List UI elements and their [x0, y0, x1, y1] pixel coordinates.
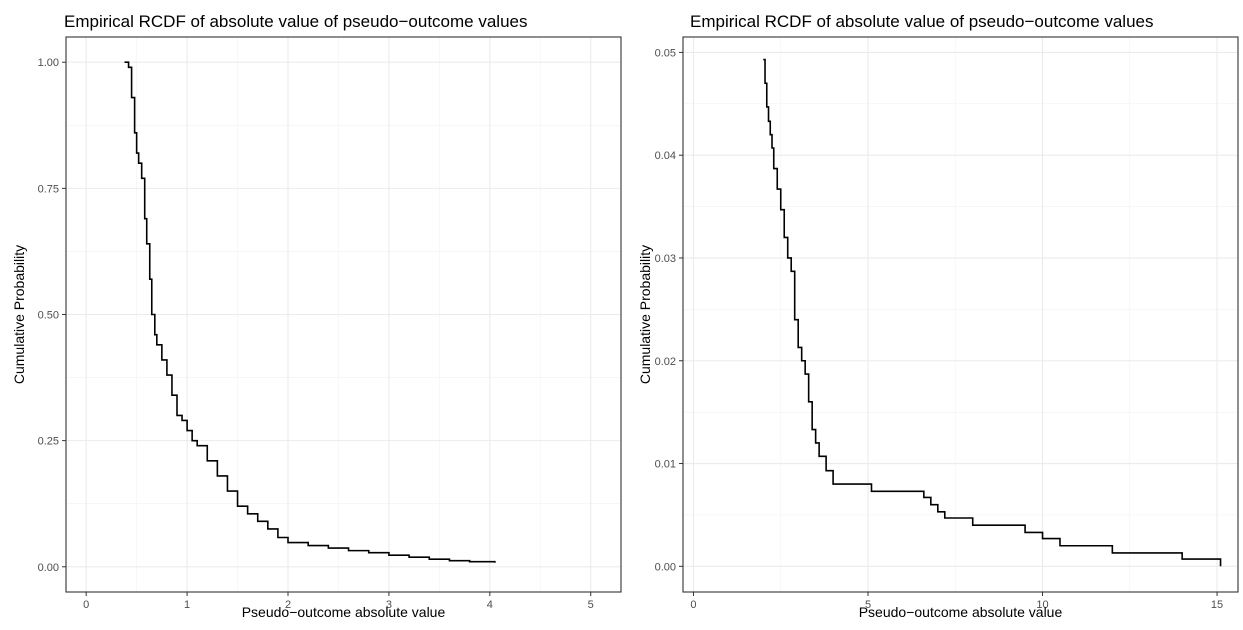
x-tick-label: 10 [1036, 599, 1048, 611]
chart-title: Empirical RCDF of absolute value of pseu… [690, 12, 1154, 31]
x-tick-label: 2 [285, 599, 291, 611]
y-tick-label: 0.00 [38, 562, 59, 574]
x-tick-label: 5 [588, 599, 594, 611]
x-axis-title: Pseudo−outcome absolute value [242, 604, 446, 620]
y-tick-label: 0.03 [655, 253, 676, 265]
plot-border [682, 36, 1239, 593]
x-tick-label: 15 [1211, 599, 1223, 611]
y-tick-label: 1.00 [38, 57, 59, 69]
x-tick-label: 5 [865, 599, 871, 611]
plot-border [65, 36, 622, 593]
rcdf-step-line [124, 61, 496, 563]
x-tick-label: 3 [386, 599, 392, 611]
left-chart-panel: 0 1 2 3 4 5 0.00 0.25 0.50 0.75 1.00 Empirical RCDF… [11, 12, 622, 620]
y-tick-label: 0.50 [38, 310, 59, 322]
x-tick-label: 0 [83, 599, 89, 611]
chart-title: Empirical RCDF of absolute value of pseu… [64, 12, 528, 31]
x-tick-label: 4 [487, 599, 493, 611]
y-tick-label: 0.75 [38, 183, 59, 195]
plot-background [683, 37, 1238, 592]
x-tick-label: 0 [690, 599, 696, 611]
y-axis-title: Cumulative Probability [637, 245, 653, 384]
x-tick-label: 1 [184, 599, 190, 611]
y-tick-label: 0.00 [655, 561, 676, 573]
y-tick-label: 0.25 [38, 436, 59, 448]
y-tick-label: 0.04 [655, 150, 676, 162]
x-axis-title: Pseudo−outcome absolute value [859, 604, 1063, 620]
y-tick-label: 0.01 [655, 459, 676, 471]
y-tick-label: 0.02 [655, 356, 676, 368]
rcdf-step-line [763, 58, 1222, 567]
right-chart-panel: 0 5 10 15 0.00 0.01 0.02 0.03 0.04 0.05 Empirical … [637, 12, 1239, 620]
y-tick-label: 0.05 [655, 47, 676, 59]
y-axis-title: Cumulative Probability [11, 245, 27, 384]
